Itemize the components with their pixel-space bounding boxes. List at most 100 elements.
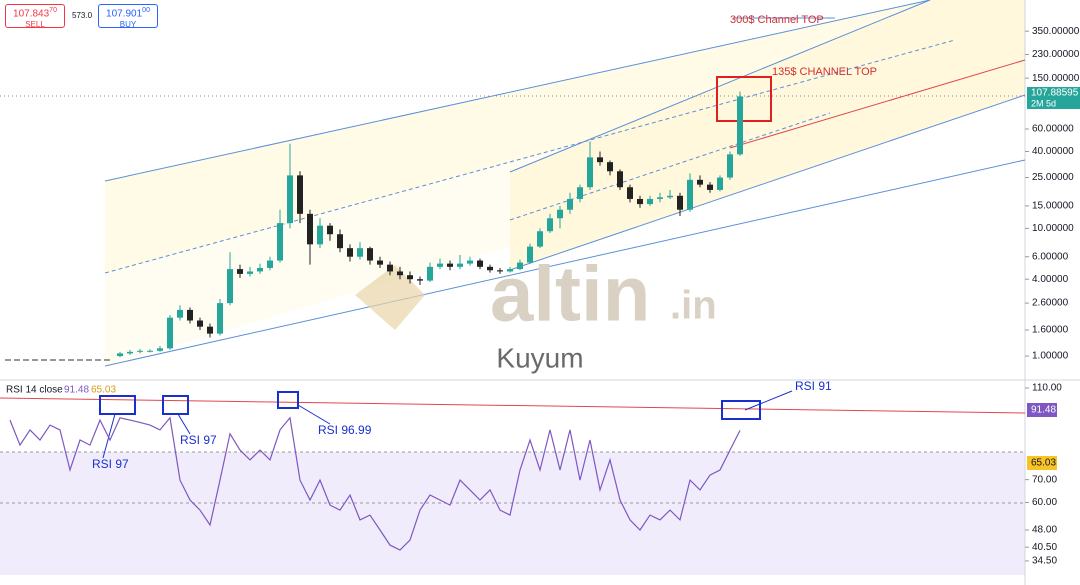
candle-body [207,326,213,334]
y-tick-label: 40.50 [1032,542,1057,553]
candle-body [167,317,173,349]
candle-body [687,179,693,210]
y-tick-label: 6.00000 [1032,251,1069,262]
candle-body [667,195,673,198]
candle-body [137,350,143,352]
y-tick-label: 40.00000 [1032,146,1074,157]
annotation: RSI 96.99 [318,423,372,437]
candle-body [647,198,653,205]
y-tick-label: 15.00000 [1032,201,1074,212]
buy-label: BUY [119,20,137,30]
candle-body [567,198,573,210]
candle-body [217,303,223,334]
candle-body [247,271,253,274]
candle-body [527,246,533,263]
candle-body [697,179,703,185]
arrow [744,390,793,411]
candle-body [467,260,473,264]
rsi-band [0,452,1025,575]
candle-body [147,350,153,352]
channel-line [509,94,1026,271]
channel-line [509,0,931,173]
rsi-badge-text: 91.48 [1031,405,1056,416]
candle-body [197,320,203,327]
arrow [102,413,116,459]
channel-line [104,0,931,182]
logo [355,265,425,330]
arrow [297,404,331,425]
candle-body [597,157,603,163]
y-tick-label: 110.00 [1032,383,1062,394]
candle-body [357,248,363,257]
sell-button[interactable]: 107.84370 SELL [5,4,65,29]
y-tick-label: 25.00000 [1032,172,1074,183]
candle-body [727,154,733,178]
candle-body [737,96,743,155]
ma-badge [1027,456,1057,470]
y-tick-label: 4.00000 [1032,274,1069,285]
candle-body [457,263,463,267]
candle-body [237,269,243,274]
candle-body [657,197,663,199]
channel-fill [105,0,955,273]
y-tick-label: 2.60000 [1032,298,1069,309]
candle-body [157,348,163,351]
rsi-box [277,391,299,409]
rsi-box [721,400,761,420]
candle-body [557,209,563,219]
buy-button[interactable]: 107.90100 BUY [98,4,158,30]
candle-body [637,198,643,205]
candle-body [267,260,273,268]
candle-body [437,263,443,267]
rsi-box [162,395,189,415]
candle-body [327,225,333,235]
rsi-badge [1027,403,1057,417]
y-tick-label: 350.00000 [1032,26,1080,37]
candle-body [297,175,303,214]
candle-body [507,269,513,272]
candle-body [337,234,343,249]
candle-body [607,162,613,172]
y-tick-label: 48.00 [1032,525,1057,536]
candle-body [347,248,353,257]
candle-body [487,266,493,271]
candle-body [627,187,633,199]
channel-line [509,112,831,221]
annotation: RSI 97 [92,457,129,471]
buy-price: 107.901 [106,8,143,20]
annotation: RSI 97 [180,433,217,447]
candle-body [127,351,133,354]
spread: 573.0 [72,11,93,20]
price-badge [1027,87,1080,109]
y-tick-label: 60.00 [1032,497,1057,508]
candle-body [537,231,543,247]
candle-body [497,270,503,272]
annotation: 135$ CHANNEL TOP [772,66,877,78]
rsi-value: 91.48 [64,385,89,396]
candle-body [377,260,383,265]
rsi-box [99,395,136,415]
candle-body [307,213,313,245]
y-tick-label: 230.00000 [1032,49,1080,60]
candle-body [417,279,423,281]
candle-body [617,171,623,188]
y-tick-label: 1.00000 [1032,351,1069,362]
watermark: altin [490,250,650,338]
candle-body [227,269,233,304]
y-tick-label: 1.60000 [1032,325,1069,336]
candle-body [547,218,553,232]
candle-body [367,248,373,261]
candle-body [477,260,483,267]
candle-body [287,175,293,224]
y-tick-label: 150.00000 [1032,73,1080,84]
candle-body [427,266,433,281]
candle-body [407,275,413,280]
arrow [177,413,191,435]
candle-body [187,309,193,321]
y-tick-label: 60.00000 [1032,124,1074,135]
candle-body [397,271,403,276]
candle-body [317,225,323,245]
candle-body [517,262,523,270]
